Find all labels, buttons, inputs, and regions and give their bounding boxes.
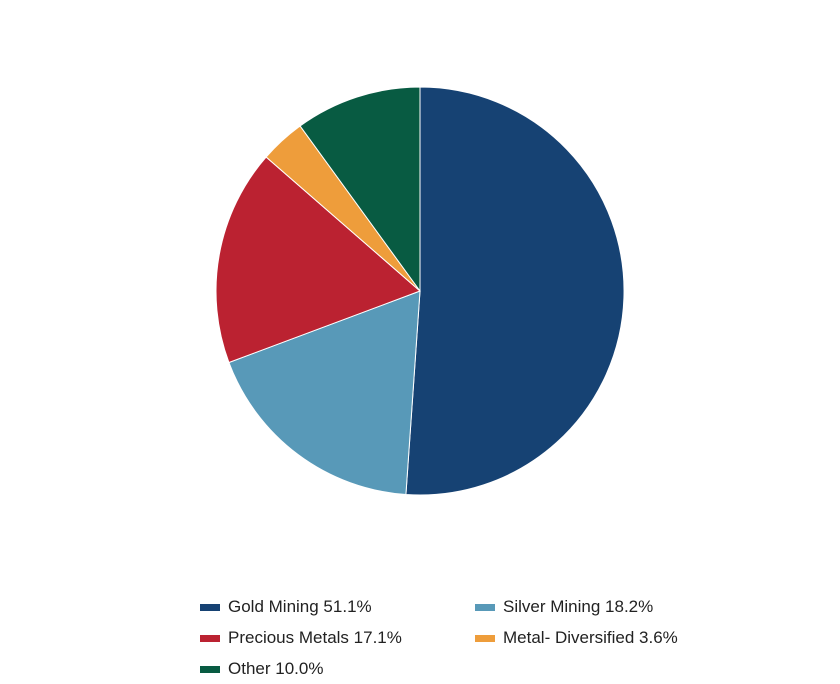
legend-item-metal-diversified: Metal- Diversified 3.6% [475,627,678,649]
legend-swatch-precious-metals [200,634,220,642]
legend-item-other: Other 10.0% [200,658,323,680]
pie-slice-other [299,86,421,293]
legend-label-precious-metals: Precious Metals 17.1% [228,628,402,647]
legend-item-gold-mining: Gold Mining 51.1% [200,596,372,618]
pie-slice-silver-mining [228,290,421,496]
legend-swatch-gold-mining [200,603,220,611]
legend-label-other: Other 10.0% [228,659,324,678]
legend-label-metal-diversified: Metal- Diversified 3.6% [503,628,678,647]
chart-legend: Gold Mining 51.1% Silver Mining 18.2% Pr… [200,596,760,684]
pie-slice-gold-mining [405,86,625,496]
pie-slice-precious-metals [215,156,421,364]
legend-item-silver-mining: Silver Mining 18.2% [475,596,653,618]
legend-label-silver-mining: Silver Mining 18.2% [503,597,654,616]
legend-swatch-other [200,665,220,673]
legend-swatch-metal-diversified [475,634,495,642]
legend-item-precious-metals: Precious Metals 17.1% [200,627,402,649]
legend-label-gold-mining: Gold Mining 51.1% [228,597,372,616]
pie-slices [215,86,625,496]
legend-swatch-silver-mining [475,603,495,611]
